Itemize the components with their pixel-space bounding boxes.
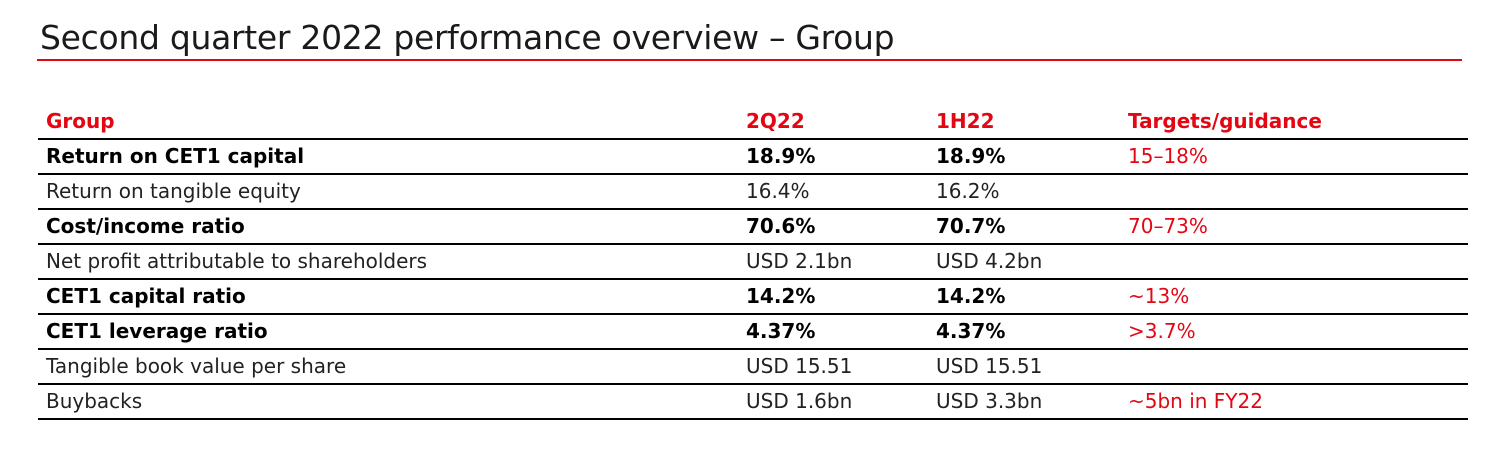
table-row: Return on tangible equity 16.4% 16.2% [38, 174, 1468, 210]
table-row: Return on CET1 capital 18.9% 18.9% 15–18… [38, 139, 1468, 175]
header-targets-guidance: Targets/guidance [1120, 104, 1468, 140]
table-row: Buybacks USD 1.6bn USD 3.3bn ~5bn in FY2… [38, 384, 1468, 420]
header-group: Group [38, 104, 738, 140]
table-row: Tangible book value per share USD 15.51 … [38, 349, 1468, 385]
row-value-2q22: 14.2% [738, 279, 928, 315]
row-label: Return on tangible equity [38, 174, 738, 210]
performance-table: Group 2Q22 1H22 Targets/guidance Return … [38, 104, 1468, 420]
row-target: ~5bn in FY22 [1120, 384, 1468, 420]
table-row: CET1 leverage ratio 4.37% 4.37% >3.7% [38, 314, 1468, 350]
row-value-1h22: 70.7% [928, 209, 1120, 245]
row-value-2q22: 4.37% [738, 314, 928, 350]
header-2q22: 2Q22 [738, 104, 928, 140]
row-target: >3.7% [1120, 314, 1468, 350]
row-label: Tangible book value per share [38, 349, 738, 385]
row-target: ~13% [1120, 279, 1468, 315]
row-target: 15–18% [1120, 139, 1468, 175]
table-row: Net profit attributable to shareholders … [38, 244, 1468, 280]
row-value-1h22: 16.2% [928, 174, 1120, 210]
row-value-1h22: 18.9% [928, 139, 1120, 175]
page-title: Second quarter 2022 performance overview… [40, 18, 895, 57]
row-label: Return on CET1 capital [38, 139, 738, 175]
row-target [1120, 244, 1468, 280]
row-label: CET1 capital ratio [38, 279, 738, 315]
row-value-2q22: 18.9% [738, 139, 928, 175]
row-value-1h22: USD 3.3bn [928, 384, 1120, 420]
row-value-1h22: USD 4.2bn [928, 244, 1120, 280]
row-value-2q22: 70.6% [738, 209, 928, 245]
row-value-2q22: 16.4% [738, 174, 928, 210]
row-label: Net profit attributable to shareholders [38, 244, 738, 280]
table-header-row: Group 2Q22 1H22 Targets/guidance [38, 104, 1468, 140]
row-value-1h22: 4.37% [928, 314, 1120, 350]
row-value-2q22: USD 1.6bn [738, 384, 928, 420]
title-underline [37, 59, 1462, 61]
table-row: Cost/income ratio 70.6% 70.7% 70–73% [38, 209, 1468, 245]
row-value-1h22: USD 15.51 [928, 349, 1120, 385]
row-target [1120, 349, 1468, 385]
row-value-2q22: USD 15.51 [738, 349, 928, 385]
row-target: 70–73% [1120, 209, 1468, 245]
row-target [1120, 174, 1468, 210]
row-label: CET1 leverage ratio [38, 314, 738, 350]
row-label: Cost/income ratio [38, 209, 738, 245]
row-label: Buybacks [38, 384, 738, 420]
table-row: CET1 capital ratio 14.2% 14.2% ~13% [38, 279, 1468, 315]
header-1h22: 1H22 [928, 104, 1120, 140]
row-value-2q22: USD 2.1bn [738, 244, 928, 280]
row-value-1h22: 14.2% [928, 279, 1120, 315]
